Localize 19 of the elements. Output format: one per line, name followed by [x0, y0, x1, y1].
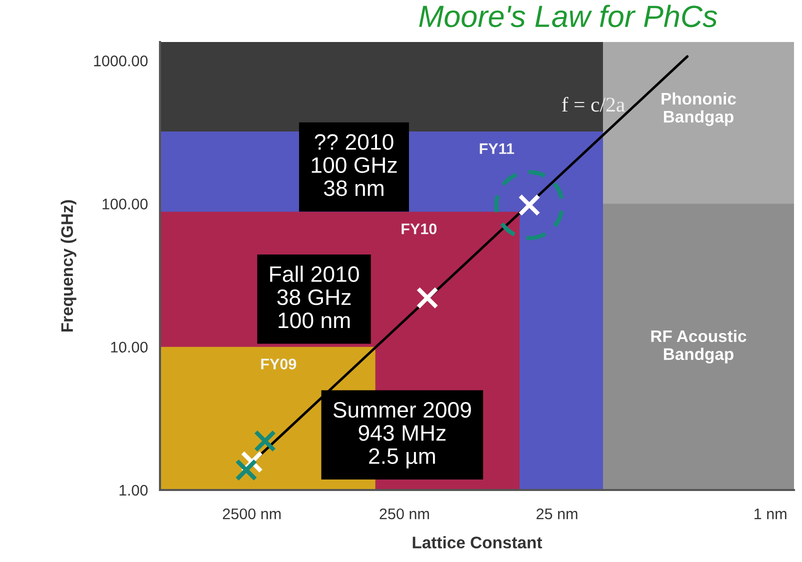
x-axis-title: Lattice Constant	[412, 536, 542, 548]
y-tick-label: 1.00	[120, 484, 148, 496]
y-axis-title: Frequency (GHz)	[60, 200, 76, 332]
series-label: RF Acoustic Bandgap	[651, 330, 746, 364]
series-label: Phononic Bandgap	[662, 92, 736, 126]
y-tick-label: 1000.00	[94, 56, 148, 66]
y-tick-label: 10.00	[111, 342, 148, 353]
series-label: FY09	[261, 358, 296, 370]
annotation: Summer 2009 943 MHz 2.5 µm	[333, 402, 471, 468]
x-tick-label: 2500 nm	[222, 508, 281, 520]
x-tick-label: 250 nm	[380, 508, 429, 520]
series-label: FY10	[402, 223, 437, 234]
x-tick-label: 1 nm	[754, 508, 786, 520]
annotation: Fall 2010 38 GHz 100 nm	[270, 266, 359, 328]
y-tick-label: 100.00	[102, 198, 148, 210]
chart-title: Moore's Law for PhCs	[419, 4, 718, 28]
x-tick-label: 25 nm	[536, 508, 578, 520]
series-label: FY11	[480, 143, 514, 154]
annotation: ?? 2010 100 GHz 38 nm	[312, 134, 397, 196]
